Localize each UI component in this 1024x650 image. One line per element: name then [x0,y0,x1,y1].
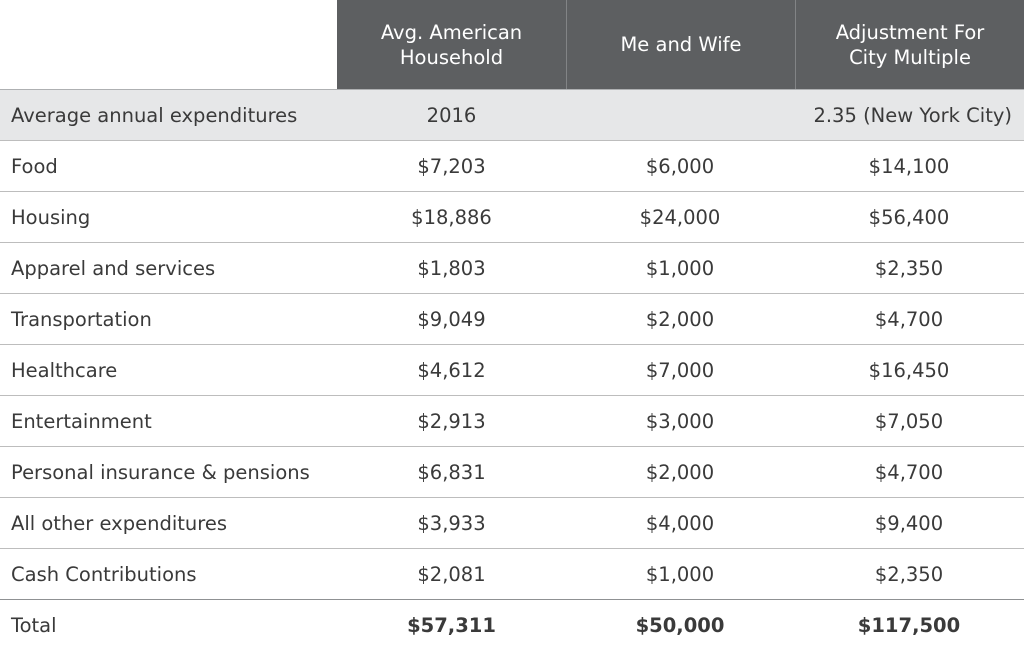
row-avg-household: $9,049 [417,307,486,331]
row-me-and-wife: $1,000 [645,256,715,280]
table-row: Cash Contributions $2,081 $1,000 $2,350 [0,548,1024,599]
row-avg-household: $2,081 [417,562,486,586]
row-me-and-wife: $2,000 [645,307,715,331]
row-city-adjusted: $14,100 [868,154,950,178]
table-row: Personal insurance & pensions $6,831 $2,00… [0,446,1024,497]
subheader-row: Average annual expenditures 2016 2.35 (N… [0,89,1024,140]
row-me-and-wife: $3,000 [645,409,715,433]
subheader-multiplier: 2.35 (New York City) [813,103,1012,127]
table-row: Housing $18,886 $24,000 $56,400 [0,191,1024,242]
row-me-and-wife: $24,000 [639,205,721,229]
row-label: Personal insurance & pensions [11,460,310,484]
row-label: Housing [11,205,91,229]
total-label: Total [11,613,57,637]
row-me-and-wife: $7,000 [645,358,715,382]
row-me-and-wife: $4,000 [645,511,715,535]
row-me-and-wife: $6,000 [645,154,715,178]
row-label: Healthcare [11,358,118,382]
subheader-year: 2016 [426,103,477,127]
table-header: Avg. American Household Me and Wife Adju… [0,0,1024,89]
row-label: Entertainment [11,409,152,433]
table-row: Apparel and services $1,803 $1,000 $2,350 [0,242,1024,293]
total-city-adjusted: $117,500 [857,613,961,637]
header-city-adjustment: Adjustment For City Multiple [796,0,1024,89]
row-label: Transportation [11,307,152,331]
subheader-label: Average annual expenditures [11,103,298,127]
header-blank-cell [0,0,337,89]
row-city-adjusted: $2,350 [874,256,944,280]
table-row: Transportation $9,049 $2,000 $4,700 [0,293,1024,344]
table-row: Healthcare $4,612 $7,000 $16,450 [0,344,1024,395]
row-city-adjusted: $56,400 [868,205,950,229]
row-city-adjusted: $4,700 [874,307,944,331]
row-avg-household: $1,803 [417,256,486,280]
table-row: All other expenditures $3,933 $4,000 $9,400 [0,497,1024,548]
header-avg-household: Avg. American Household [337,0,567,89]
row-city-adjusted: $2,350 [874,562,944,586]
header-me-and-wife: Me and Wife [567,0,796,89]
total-avg-household: $57,311 [407,613,496,637]
row-avg-household: $7,203 [417,154,486,178]
row-avg-household: $2,913 [417,409,486,433]
row-avg-household: $6,831 [417,460,486,484]
row-avg-household: $18,886 [411,205,492,229]
row-city-adjusted: $4,700 [874,460,944,484]
row-label: Cash Contributions [11,562,197,586]
row-city-adjusted: $16,450 [868,358,950,382]
row-city-adjusted: $9,400 [874,511,944,535]
table-row: Food $7,203 $6,000 $14,100 [0,140,1024,191]
row-label: Apparel and services [11,256,216,280]
row-city-adjusted: $7,050 [874,409,944,433]
total-me-and-wife: $50,000 [635,613,725,637]
table-row: Entertainment $2,913 $3,000 $7,050 [0,395,1024,446]
row-me-and-wife: $2,000 [645,460,715,484]
row-label: All other expenditures [11,511,227,535]
row-avg-household: $3,933 [417,511,486,535]
total-row: Total $57,311 $50,000 $117,500 [0,599,1024,650]
row-label: Food [11,154,58,178]
row-avg-household: $4,612 [417,358,486,382]
row-me-and-wife: $1,000 [645,562,715,586]
